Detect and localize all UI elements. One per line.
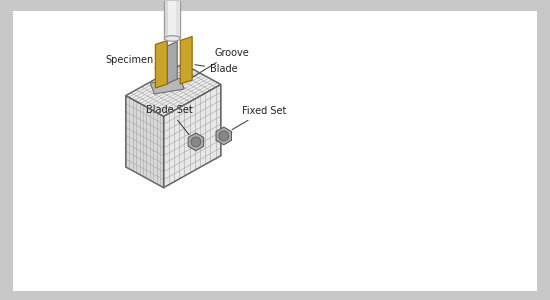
- Polygon shape: [150, 78, 184, 94]
- Polygon shape: [155, 40, 167, 88]
- Polygon shape: [166, 41, 177, 84]
- Polygon shape: [163, 84, 221, 188]
- Polygon shape: [126, 64, 221, 116]
- Circle shape: [219, 131, 229, 141]
- Ellipse shape: [164, 36, 180, 41]
- FancyBboxPatch shape: [166, 0, 168, 38]
- Polygon shape: [216, 127, 232, 145]
- Polygon shape: [180, 37, 192, 84]
- Text: Fixed Set: Fixed Set: [232, 106, 286, 130]
- FancyBboxPatch shape: [13, 11, 537, 291]
- Text: Blade Set: Blade Set: [146, 105, 193, 135]
- FancyBboxPatch shape: [176, 0, 179, 38]
- Circle shape: [191, 137, 201, 147]
- Polygon shape: [188, 133, 204, 151]
- Text: Tube: Tube: [0, 299, 1, 300]
- Polygon shape: [126, 96, 163, 188]
- Text: Blade: Blade: [195, 64, 238, 74]
- Text: Groove: Groove: [184, 48, 249, 82]
- Text: Steel Ball: Steel Ball: [0, 299, 1, 300]
- FancyBboxPatch shape: [164, 0, 180, 38]
- Text: Specimen: Specimen: [106, 55, 155, 68]
